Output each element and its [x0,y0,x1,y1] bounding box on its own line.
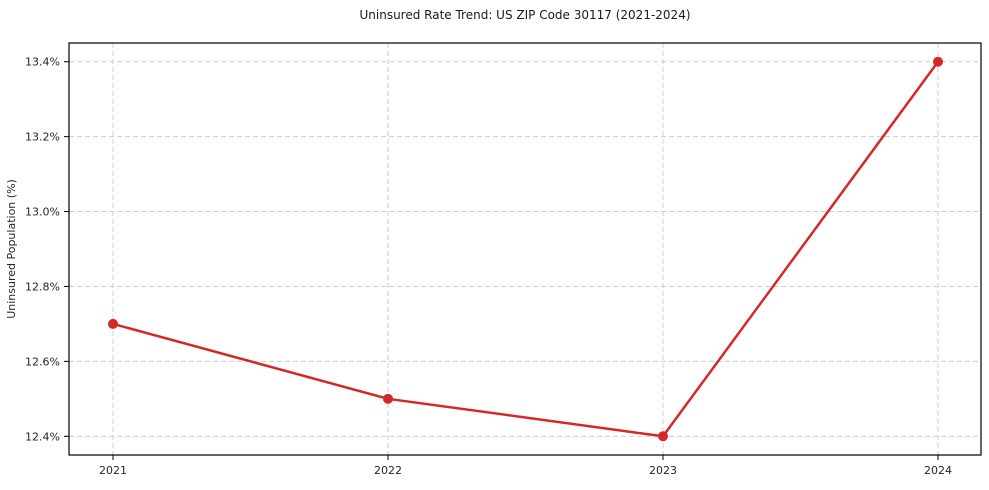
y-tick-label: 12.6% [25,355,60,368]
x-tick-label: 2021 [99,464,127,477]
y-tick-label: 13.4% [25,56,60,69]
x-tick-label: 2024 [924,464,952,477]
x-tick-label: 2023 [649,464,677,477]
y-tick-label: 12.8% [25,280,60,293]
grid-layer [69,43,981,455]
data-point [933,56,943,67]
y-tick-label: 13.2% [25,131,60,144]
y-axis-label: Uninsured Population (%) [5,179,18,319]
plot-border [68,42,982,456]
x-tick-label: 2022 [374,464,402,477]
trend-line-series [108,56,943,442]
y-tick-label: 13.0% [25,206,60,219]
trend-line [111,60,940,438]
data-point [108,318,118,329]
chart-title: Uninsured Rate Trend: US ZIP Code 30117 … [359,8,690,22]
data-point [658,431,668,442]
y-tick-label: 12.4% [25,430,60,443]
data-point [383,393,393,404]
tick-layer: 2021 2022 2023 2024 12.4% 12.6% 12.8% 13.0% 13.2… [25,56,952,477]
